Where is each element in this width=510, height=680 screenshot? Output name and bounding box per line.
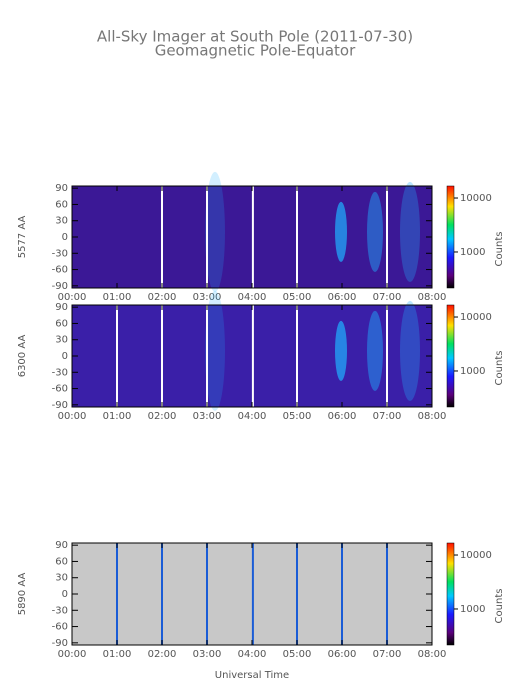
colorbar [446,542,455,646]
colorbar-label: Counts [494,351,505,386]
x-tick-label: 08:00 [418,649,447,660]
aurora-texture [400,181,420,282]
colorbar-tick-label: 1000 [460,366,485,377]
y-tick-label: 90 [55,302,68,313]
y-tick-label: 60 [55,318,68,329]
x-tick-label: 01:00 [103,649,132,660]
x-tick-label: 06:00 [328,649,357,660]
x-tick-label: 04:00 [238,649,267,660]
colorbar [446,185,455,289]
x-tick-label: 03:00 [193,649,222,660]
y-tick-label: -30 [52,605,68,616]
x-tick-label: 04:00 [238,292,267,303]
y-tick-label: 30 [55,573,68,584]
x-tick-label: 07:00 [373,292,402,303]
chart-title: All-Sky Imager at South Pole (2011-07-30… [97,28,413,46]
x-tick-label: 03:00 [193,292,222,303]
y-tick-label: -30 [52,367,68,378]
y-tick-label: -90 [52,400,68,411]
x-tick-label: 01:00 [103,411,132,422]
x-tick-label: 06:00 [328,411,357,422]
y-tick-label: 30 [55,335,68,346]
x-tick-label: 03:00 [193,411,222,422]
x-tick-label: 06:00 [328,292,357,303]
x-axis-label: Universal Time [215,670,289,680]
aurora-texture [335,320,347,381]
y-axis-label: 6300 AA [17,335,28,378]
colorbar [446,304,455,408]
colorbar-tick-label: 10000 [460,312,492,323]
y-tick-label: 0 [62,232,68,243]
x-tick-label: 01:00 [103,292,132,303]
colorbar-label: Counts [494,589,505,624]
y-tick-label: 60 [55,556,68,567]
y-tick-label: 60 [55,199,68,210]
colorbar-tick-label: 10000 [460,193,492,204]
x-tick-label: 07:00 [373,649,402,660]
x-tick-label: 08:00 [418,411,447,422]
aurora-texture [205,171,225,292]
y-tick-label: -60 [52,265,68,276]
chart-subtitle: Geomagnetic Pole-Equator [155,42,356,60]
x-tick-label: 00:00 [58,411,87,422]
y-tick-label: 30 [55,216,68,227]
x-tick-label: 02:00 [148,649,177,660]
aurora-texture [335,201,347,262]
y-tick-label: 90 [55,183,68,194]
colorbar-tick-label: 1000 [460,247,485,258]
x-tick-label: 05:00 [283,411,312,422]
y-tick-label: -90 [52,281,68,292]
y-tick-label: 0 [62,351,68,362]
x-tick-label: 04:00 [238,411,267,422]
x-tick-label: 02:00 [148,411,177,422]
y-axis-label: 5890 AA [17,573,28,616]
y-axis-label: 5577 AA [17,216,28,259]
x-tick-label: 00:00 [58,649,87,660]
y-tick-label: -60 [52,384,68,395]
y-tick-label: -30 [52,248,68,259]
y-tick-label: -60 [52,622,68,633]
x-tick-label: 00:00 [58,292,87,303]
colorbar-label: Counts [494,232,505,267]
x-tick-label: 08:00 [418,292,447,303]
y-tick-label: 0 [62,589,68,600]
x-tick-label: 02:00 [148,292,177,303]
colorbar-tick-label: 10000 [460,550,492,561]
x-tick-label: 07:00 [373,411,402,422]
colorbar-tick-label: 1000 [460,604,485,615]
y-tick-label: -90 [52,638,68,649]
aurora-texture [367,310,383,391]
aurora-texture [205,290,225,411]
x-tick-label: 05:00 [283,292,312,303]
y-tick-label: 90 [55,540,68,551]
aurora-texture [367,191,383,272]
x-tick-label: 05:00 [283,649,312,660]
aurora-texture [400,300,420,401]
